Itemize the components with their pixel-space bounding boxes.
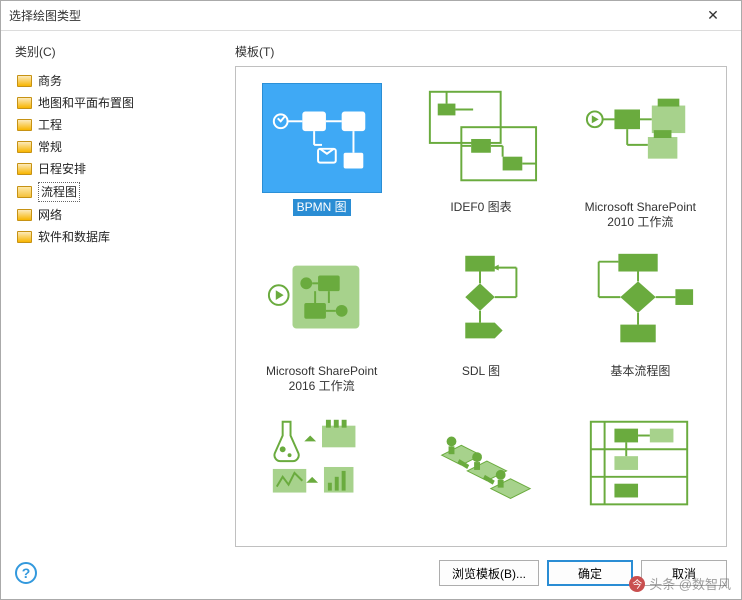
help-button[interactable]: ? [15, 562, 37, 584]
cancel-button[interactable]: 取消 [641, 560, 727, 586]
template-label: 模板(T) [235, 43, 727, 60]
category-item[interactable]: 地图和平面布置图 [15, 92, 225, 114]
folder-icon [17, 141, 32, 153]
dialog-footer: ? 浏览模板(B)... 确定 取消 [1, 547, 741, 599]
template-item[interactable]: Microsoft SharePoint 2010 工作流 [561, 77, 720, 241]
browse-templates-button[interactable]: 浏览模板(B)... [439, 560, 539, 586]
category-item[interactable]: 网络 [15, 204, 225, 226]
template-thumbnail [580, 411, 700, 521]
template-label: 基本流程图 [606, 363, 674, 380]
template-item[interactable]: BPMN 图 [242, 77, 401, 241]
help-icon: ? [22, 565, 31, 581]
category-item[interactable]: 工程 [15, 114, 225, 136]
dialog-body: 类别(C) 商务地图和平面布置图工程常规日程安排流程图网络软件和数据库 模板(T… [1, 31, 741, 547]
template-thumbnail [580, 83, 700, 193]
folder-icon [17, 119, 32, 131]
close-button[interactable]: ✕ [693, 2, 733, 30]
close-icon: ✕ [707, 7, 719, 24]
template-item[interactable]: SDL 图 [401, 241, 560, 405]
template-item[interactable] [561, 405, 720, 539]
category-panel: 类别(C) 商务地图和平面布置图工程常规日程安排流程图网络软件和数据库 [15, 43, 225, 547]
template-item[interactable]: 基本流程图 [561, 241, 720, 405]
template-label [636, 527, 644, 529]
template-item[interactable] [401, 405, 560, 539]
template-thumbnail [580, 247, 700, 357]
category-label: 工程 [38, 116, 62, 134]
category-item[interactable]: 软件和数据库 [15, 226, 225, 248]
template-thumbnail [421, 83, 541, 193]
category-item[interactable]: 商务 [15, 70, 225, 92]
template-label [477, 527, 485, 529]
ok-button[interactable]: 确定 [547, 560, 633, 586]
template-label: Microsoft SharePoint 2010 工作流 [570, 199, 710, 231]
template-thumbnail [421, 247, 541, 357]
template-thumbnail [262, 411, 382, 521]
template-thumbnail [262, 83, 382, 193]
template-label: IDEF0 图表 [446, 199, 515, 216]
template-thumbnail [262, 247, 382, 357]
category-label: 商务 [38, 72, 62, 90]
category-label: 软件和数据库 [38, 228, 110, 246]
category-label: 常规 [38, 138, 62, 156]
template-thumbnail [421, 411, 541, 521]
template-label: BPMN 图 [293, 199, 351, 216]
category-label: 流程图 [38, 182, 80, 202]
folder-icon [17, 209, 32, 221]
template-panel: 模板(T) BPMN 图 IDEF [235, 43, 727, 547]
template-item[interactable]: IDEF0 图表 [401, 77, 560, 241]
folder-icon [17, 75, 32, 87]
category-item[interactable]: 常规 [15, 136, 225, 158]
folder-icon [17, 163, 32, 175]
template-label: SDL 图 [458, 363, 504, 380]
template-item[interactable]: Microsoft SharePoint 2016 工作流 [242, 241, 401, 405]
category-label: 网络 [38, 206, 62, 224]
titlebar: 选择绘图类型 ✕ [1, 1, 741, 31]
folder-icon [17, 186, 32, 198]
folder-icon [17, 231, 32, 243]
template-label [318, 527, 326, 529]
category-item[interactable]: 日程安排 [15, 158, 225, 180]
template-grid[interactable]: BPMN 图 IDEF0 图表 Microsoft SharePoint 2 [235, 66, 727, 547]
category-label: 类别(C) [15, 43, 225, 60]
category-list: 商务地图和平面布置图工程常规日程安排流程图网络软件和数据库 [15, 66, 225, 547]
folder-icon [17, 97, 32, 109]
category-label: 日程安排 [38, 160, 86, 178]
template-chooser-dialog: 选择绘图类型 ✕ 类别(C) 商务地图和平面布置图工程常规日程安排流程图网络软件… [0, 0, 742, 600]
template-label: Microsoft SharePoint 2016 工作流 [252, 363, 392, 395]
template-item[interactable] [242, 405, 401, 539]
window-title: 选择绘图类型 [9, 7, 693, 24]
category-label: 地图和平面布置图 [38, 94, 134, 112]
category-item[interactable]: 流程图 [15, 180, 225, 204]
